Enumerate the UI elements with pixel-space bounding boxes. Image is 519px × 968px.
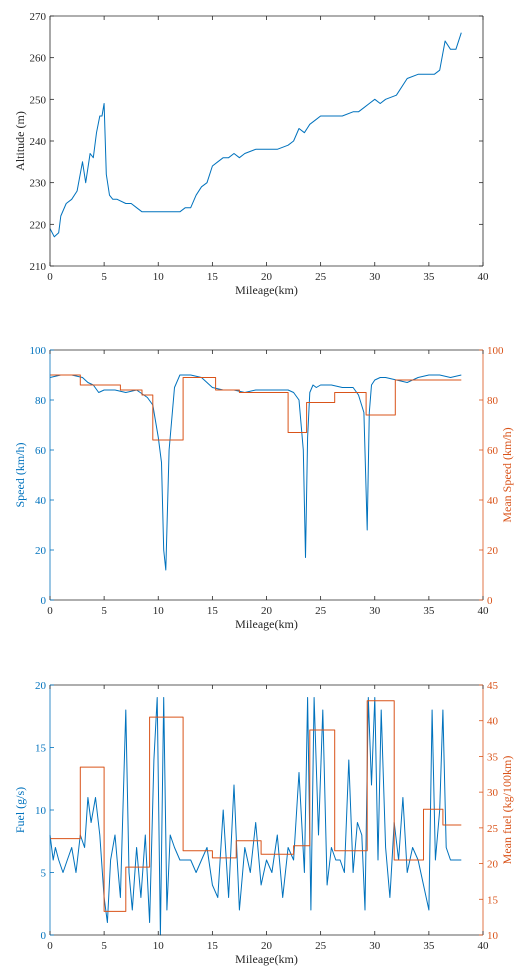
x-axis-label: Mileage(km) <box>235 283 298 297</box>
plot-area <box>50 350 483 600</box>
y-tick-label: 230 <box>30 178 47 190</box>
y2-tick-label: 100 <box>487 345 504 357</box>
x-tick-label: 30 <box>369 940 381 952</box>
x-tick-label: 40 <box>478 271 490 283</box>
chart-1: 0 5 10 15 20 25 30 35 40 210 220 230 240 250 260 270 Mil… <box>13 11 489 297</box>
y-tick-label: 0 <box>41 595 47 607</box>
x-tick-label: 35 <box>423 940 435 952</box>
y-tick-label: 240 <box>30 136 47 148</box>
chart-3: 0 5 10 15 20 25 30 35 40 0 5 10 15 20 10 15 20 25 30 35 40 45… <box>13 680 514 966</box>
y2-tick-label: 0 <box>487 595 493 607</box>
x-tick-label: 5 <box>101 605 107 617</box>
y2-tick-label: 15 <box>487 894 499 906</box>
series-raw-line-1 <box>49 32 462 238</box>
x-tick-label: 15 <box>207 940 219 952</box>
y-tick-label: 270 <box>30 11 47 23</box>
x-tick-label: 0 <box>47 605 53 617</box>
y-tick-label: 20 <box>35 680 47 692</box>
x-tick-label: 30 <box>369 271 381 283</box>
y2-axis-label: Mean Speed (km/h) <box>500 427 514 522</box>
plot-area <box>50 685 483 935</box>
x-axis-label: Mileage(km) <box>235 617 298 631</box>
x-tick-label: 5 <box>101 940 107 952</box>
y-tick-label: 250 <box>30 94 47 106</box>
series-mean-line-2 <box>50 700 462 912</box>
series-mean-line-2 <box>50 374 462 441</box>
x-tick-label: 40 <box>478 940 490 952</box>
x-tick-label: 5 <box>101 271 107 283</box>
y-tick-label: 40 <box>35 495 47 507</box>
plot-area <box>50 16 483 266</box>
y2-tick-label: 35 <box>487 751 499 763</box>
y-tick-label: 0 <box>41 930 47 942</box>
series-raw-line-1 <box>49 697 462 936</box>
x-tick-label: 35 <box>423 605 435 617</box>
x-tick-label: 15 <box>207 605 219 617</box>
x-tick-label: 35 <box>423 271 435 283</box>
x-tick-label: 10 <box>153 940 165 952</box>
y-tick-label: 5 <box>41 868 47 880</box>
chart-2: 0 5 10 15 20 25 30 35 40020406080100020406080100… <box>13 345 514 631</box>
x-tick-label: 25 <box>315 940 327 952</box>
y-axis-label: Speed (km/h) <box>13 443 27 508</box>
x-tick-label: 0 <box>47 940 53 952</box>
series-raw-line-1 <box>49 374 462 571</box>
y-tick-label: 20 <box>35 545 47 557</box>
y-tick-label: 10 <box>35 805 47 817</box>
y-tick-label: 210 <box>30 261 47 273</box>
y2-tick-label: 30 <box>487 787 499 799</box>
x-tick-label: 10 <box>153 605 165 617</box>
x-tick-label: 20 <box>261 271 273 283</box>
y2-axis-label: Mean fuel (kg/100km) <box>500 756 514 865</box>
x-tick-label: 25 <box>315 605 327 617</box>
y2-tick-label: 60 <box>487 445 499 457</box>
y2-tick-label: 25 <box>487 823 499 835</box>
x-axis-label: Mileage(km) <box>235 952 298 966</box>
x-tick-label: 0 <box>47 271 53 283</box>
x-tick-label: 15 <box>207 271 219 283</box>
y2-tick-label: 20 <box>487 859 499 871</box>
y2-tick-label: 45 <box>487 680 499 692</box>
y-tick-label: 260 <box>30 53 47 65</box>
y2-tick-label: 10 <box>487 930 499 942</box>
y-tick-label: 15 <box>35 743 47 755</box>
y-tick-label: 60 <box>35 445 47 457</box>
y2-tick-label: 20 <box>487 545 499 557</box>
x-tick-label: 30 <box>369 605 381 617</box>
x-tick-label: 20 <box>261 605 273 617</box>
x-tick-label: 20 <box>261 940 273 952</box>
y-tick-label: 80 <box>35 395 47 407</box>
y2-tick-label: 80 <box>487 395 499 407</box>
y-axis-label: Altitude (m) <box>13 111 27 171</box>
y2-tick-label: 40 <box>487 716 499 728</box>
y-axis-label: Fuel (g/s) <box>13 787 27 833</box>
y2-tick-label: 40 <box>487 495 499 507</box>
y-tick-label: 100 <box>30 345 47 357</box>
x-tick-label: 10 <box>153 271 165 283</box>
y-tick-label: 220 <box>30 219 47 231</box>
x-tick-label: 25 <box>315 271 327 283</box>
x-tick-label: 40 <box>478 605 490 617</box>
